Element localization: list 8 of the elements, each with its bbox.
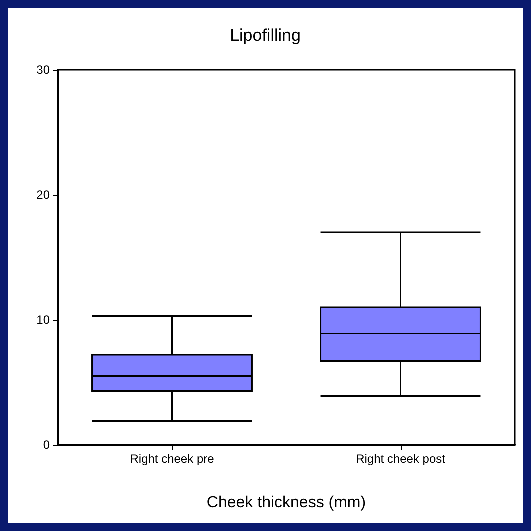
y-tick-label: 30 <box>36 63 50 77</box>
x-tick-label: Right cheek pre <box>130 452 215 466</box>
x-axis-title: Cheek thickness (mm) <box>206 494 366 512</box>
y-tick-label: 20 <box>36 188 50 202</box>
y-tick-label: 0 <box>43 438 50 452</box>
x-tick-label: Right cheek post <box>356 452 446 466</box>
chart-title: Lipofilling <box>230 26 301 45</box>
y-tick-label: 10 <box>36 313 50 327</box>
